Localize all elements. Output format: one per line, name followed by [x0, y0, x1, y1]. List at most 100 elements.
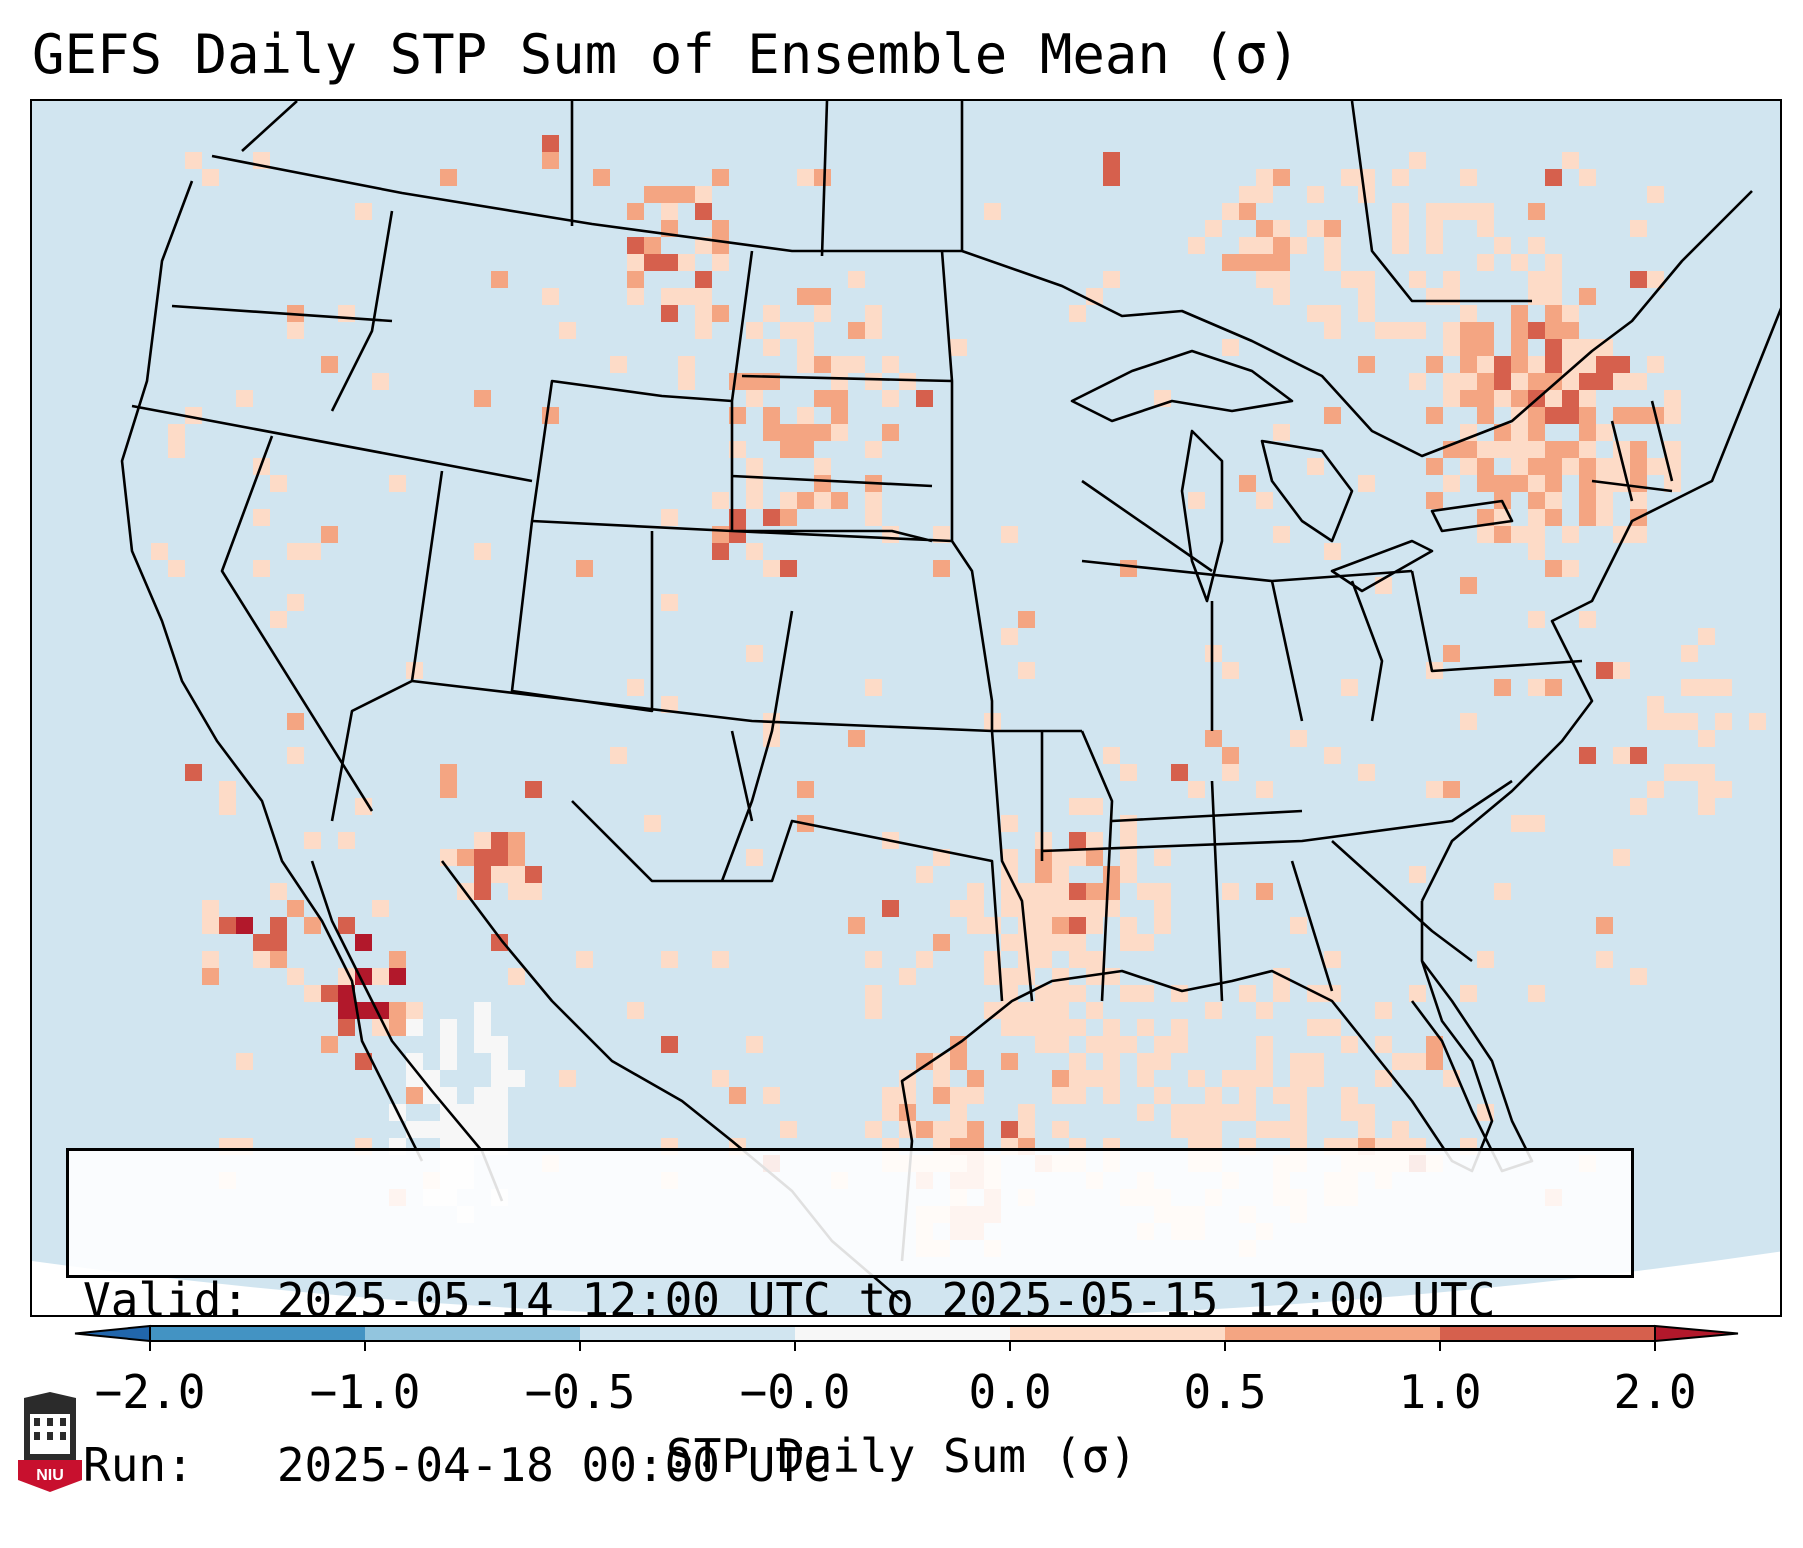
anomaly-cell-scattered: [559, 1070, 576, 1087]
anomaly-cell-northeast: [1579, 424, 1596, 441]
anomaly-cell-scattered: [1426, 1036, 1443, 1053]
anomaly-cell-atlantic: [1613, 662, 1630, 679]
anomaly-cell-montana-east: [644, 254, 661, 271]
anomaly-cell-scattered: [1630, 968, 1647, 985]
anomaly-cell-scattered: [1256, 883, 1273, 900]
anomaly-cell-lower-mississippi: [1018, 951, 1035, 968]
anomaly-cell-louisiana-arkansas: [1120, 866, 1137, 883]
anomaly-cell-south-texas: [899, 1087, 916, 1104]
anomaly-cell-northeast: [1528, 509, 1545, 526]
anomaly-cell-scattered: [1290, 1121, 1307, 1138]
anomaly-cell-quebec: [1324, 322, 1341, 339]
anomaly-cell-scattered: [1222, 339, 1239, 356]
anomaly-cell-northeast: [1630, 458, 1647, 475]
anomaly-cell-south-texas: [1001, 1053, 1018, 1070]
anomaly-cell-ontario-north: [1273, 237, 1290, 254]
anomaly-cell-scattered: [1358, 356, 1375, 373]
anomaly-cell-montana-east: [678, 186, 695, 203]
anomaly-cell-northeast: [1664, 407, 1681, 424]
anomaly-cell-scattered: [1545, 560, 1562, 577]
anomaly-cell-scattered: [253, 509, 270, 526]
anomaly-cell-scattered: [627, 1002, 644, 1019]
anomaly-cell-gulf-of-mexico: [1154, 1053, 1171, 1070]
anomaly-cell-scattered: [1562, 560, 1579, 577]
anomaly-cell-scattered: [848, 271, 865, 288]
anomaly-cell-lower-mississippi: [1052, 866, 1069, 883]
anomaly-cell-arizona: [474, 883, 491, 900]
anomaly-cell-atlantic: [1647, 781, 1664, 798]
anomaly-cell-scattered: [508, 883, 525, 900]
anomaly-cell-scattered: [797, 169, 814, 186]
anomaly-cell-mexico-west: [440, 1053, 457, 1070]
anomaly-cell-montana-east: [627, 203, 644, 220]
anomaly-cell-lower-mississippi: [1052, 934, 1069, 951]
anomaly-cell-scattered: [1222, 883, 1239, 900]
anomaly-cell-gulf-of-mexico: [1409, 1053, 1426, 1070]
anomaly-cell-pacific-baja: [270, 934, 287, 951]
anomaly-cell-gulf-of-mexico: [1256, 1053, 1273, 1070]
anomaly-cell-new-york: [1562, 390, 1579, 407]
anomaly-cell-scattered: [1018, 1121, 1035, 1138]
anomaly-cell-scattered: [1290, 917, 1307, 934]
anomaly-cell-montana-east: [627, 237, 644, 254]
anomaly-cell-alberta: [542, 152, 559, 169]
anomaly-cell-lower-mississippi: [1052, 985, 1069, 1002]
anomaly-cell-south-texas: [967, 1070, 984, 1087]
anomaly-cell-gulf-of-mexico: [1256, 1036, 1273, 1053]
anomaly-cell-scattered: [661, 509, 678, 526]
colorbar-tick-label: 0.5: [1183, 1365, 1267, 1419]
anomaly-cell-scattered: [372, 900, 389, 917]
anomaly-cell-montana-east: [695, 203, 712, 220]
us-canada-border: [211, 154, 1753, 458]
anomaly-cell-scattered: [185, 407, 202, 424]
anomaly-cell-atlantic: [1715, 713, 1732, 730]
anomaly-cell-scattered: [406, 1087, 423, 1104]
anomaly-cell-dakotas: [797, 424, 814, 441]
anomaly-cell-new-york: [1545, 288, 1562, 305]
anomaly-cell-dakotas: [814, 424, 831, 441]
anomaly-cell-baja: [389, 951, 406, 968]
anomaly-cell-gulf-of-mexico: [1205, 1104, 1222, 1121]
anomaly-cell-scattered: [440, 169, 457, 186]
anomaly-cell-mexico-west: [457, 1104, 474, 1121]
anomaly-cell-gulf-of-mexico: [1137, 1053, 1154, 1070]
anomaly-cell-lower-mississippi: [984, 951, 1001, 968]
anomaly-cell-new-york: [1494, 390, 1511, 407]
anomaly-cell-new-york: [1596, 424, 1613, 441]
anomaly-cell-northeast: [1494, 526, 1511, 543]
anomaly-cell-scattered: [1409, 322, 1426, 339]
anomaly-cell-nebraska-wyoming: [746, 543, 763, 560]
anomaly-cell-northeast: [1562, 458, 1579, 475]
anomaly-cell-quebec: [1426, 237, 1443, 254]
anomaly-cell-scattered: [984, 203, 1001, 220]
anomaly-cell-baja: [389, 968, 406, 985]
anomaly-cell-gulf-of-mexico: [1188, 1070, 1205, 1087]
valid-time: Valid: 2025-05-14 12:00 UTC to 2025-05-1…: [83, 1273, 1496, 1327]
anomaly-cell-baja: [406, 1002, 423, 1019]
anomaly-cell-scattered: [865, 1002, 882, 1019]
anomaly-cell-lower-mississippi: [1086, 832, 1103, 849]
anomaly-cell-northeast: [1511, 526, 1528, 543]
east-coast: [1420, 307, 1780, 902]
anomaly-cell-northeast: [1443, 475, 1460, 492]
anomaly-cell-gulf-of-mexico: [1273, 1087, 1290, 1104]
anomaly-cell-scattered: [1103, 169, 1120, 186]
anomaly-cell-arizona: [508, 832, 525, 849]
anomaly-cell-scattered: [780, 1121, 797, 1138]
anomaly-cell-northeast: [1596, 458, 1613, 475]
anomaly-cell-new-york: [1545, 339, 1562, 356]
anomaly-cell-northeast: [1409, 373, 1426, 390]
canada-province-line: [241, 101, 1532, 303]
anomaly-cell-scattered: [1171, 764, 1188, 781]
anomaly-cell-louisiana-arkansas: [1069, 917, 1086, 934]
anomaly-cell-lower-mississippi: [1001, 985, 1018, 1002]
anomaly-cell-dakotas: [814, 492, 831, 509]
anomaly-cell-louisiana-arkansas: [1086, 849, 1103, 866]
anomaly-cell-pacific-baja: [270, 917, 287, 934]
colorbar-tick-label: −2.0: [94, 1365, 206, 1419]
anomaly-cell-lower-mississippi: [1035, 934, 1052, 951]
anomaly-cell-nebraska-wyoming: [712, 492, 729, 509]
anomaly-cell-scattered: [729, 1087, 746, 1104]
anomaly-cell-scattered: [1001, 934, 1018, 951]
anomaly-cell-northeast: [1579, 509, 1596, 526]
